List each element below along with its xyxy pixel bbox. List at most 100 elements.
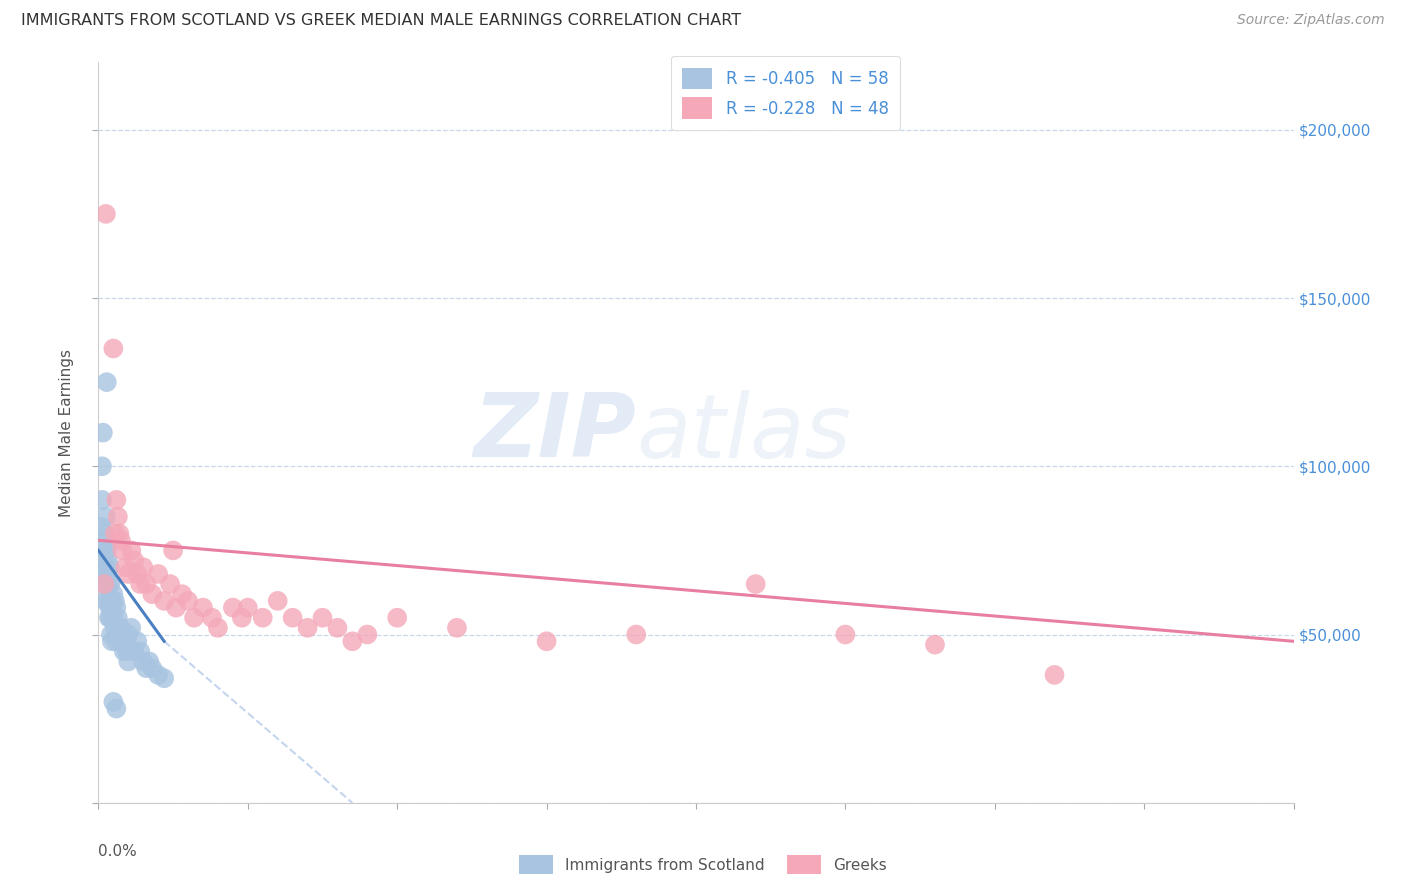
Point [90,543,112,558]
Point [114,560,136,574]
Text: Source: ZipAtlas.com: Source: ZipAtlas.com [1237,13,1385,28]
Point [108,627,131,641]
Point [446,621,468,635]
Point [91,492,114,507]
Point [98,610,122,624]
Point [108,526,131,541]
Point [311,610,333,624]
Point [101,634,124,648]
Point [342,634,364,648]
Point [94,560,117,574]
Point [90,520,112,534]
Point [93,526,115,541]
Point [91,425,114,440]
Point [201,610,224,624]
Point [1043,668,1066,682]
Point [101,600,124,615]
Point [117,655,139,669]
Point [104,526,127,541]
Point [110,533,132,548]
Point [100,627,122,641]
Point [91,533,114,548]
Point [107,621,129,635]
Point [183,610,205,624]
Text: atlas: atlas [637,390,851,475]
Point [385,610,409,624]
Point [107,610,129,624]
Text: ZIP: ZIP [474,389,637,476]
Point [536,634,558,648]
Point [117,566,139,581]
Point [105,701,128,715]
Point [165,600,187,615]
Point [96,543,118,558]
Point [105,634,128,648]
Point [297,621,319,635]
Point [626,627,648,641]
Point [222,600,245,615]
Point [93,553,115,567]
Point [267,594,290,608]
Point [132,655,155,669]
Point [148,668,170,682]
Point [120,621,142,635]
Point [94,509,117,524]
Point [97,553,120,567]
Point [110,621,132,635]
Point [103,610,125,624]
Point [98,577,122,591]
Point [105,600,128,615]
Legend: R = -0.405   N = 58, R = -0.228   N = 48: R = -0.405 N = 58, R = -0.228 N = 48 [671,56,900,130]
Point [112,644,135,658]
Point [834,627,856,641]
Point [115,644,138,658]
Point [98,600,121,615]
Point [281,610,304,624]
Point [114,634,136,648]
Point [127,566,149,581]
Point [159,577,181,591]
Point [124,553,146,567]
Point [93,577,115,591]
Point [141,587,163,601]
Point [138,655,160,669]
Point [120,543,142,558]
Point [107,509,129,524]
Point [111,634,134,648]
Point [231,610,253,624]
Point [105,492,128,507]
Point [96,594,118,608]
Text: IMMIGRANTS FROM SCOTLAND VS GREEK MEDIAN MALE EARNINGS CORRELATION CHART: IMMIGRANTS FROM SCOTLAND VS GREEK MEDIAN… [21,13,741,29]
Point [96,566,118,581]
Point [162,543,184,558]
Point [90,566,112,581]
Point [129,644,152,658]
Point [103,695,125,709]
Point [924,638,946,652]
Point [326,621,349,635]
Point [207,621,229,635]
Point [148,566,170,581]
Point [93,566,115,581]
Point [191,600,214,615]
Y-axis label: Median Male Earnings: Median Male Earnings [59,349,75,516]
Point [96,375,118,389]
Point [129,577,152,591]
Point [745,577,768,591]
Point [98,560,121,574]
Text: 0.0%: 0.0% [98,844,138,858]
Point [153,594,176,608]
Point [100,594,122,608]
Point [153,671,176,685]
Point [117,627,139,641]
Point [97,577,120,591]
Point [104,621,127,635]
Point [94,594,117,608]
Point [103,587,125,601]
Point [103,342,125,356]
Point [356,627,378,641]
Point [132,560,155,574]
Point [91,459,114,474]
Point [141,661,163,675]
Point [94,543,117,558]
